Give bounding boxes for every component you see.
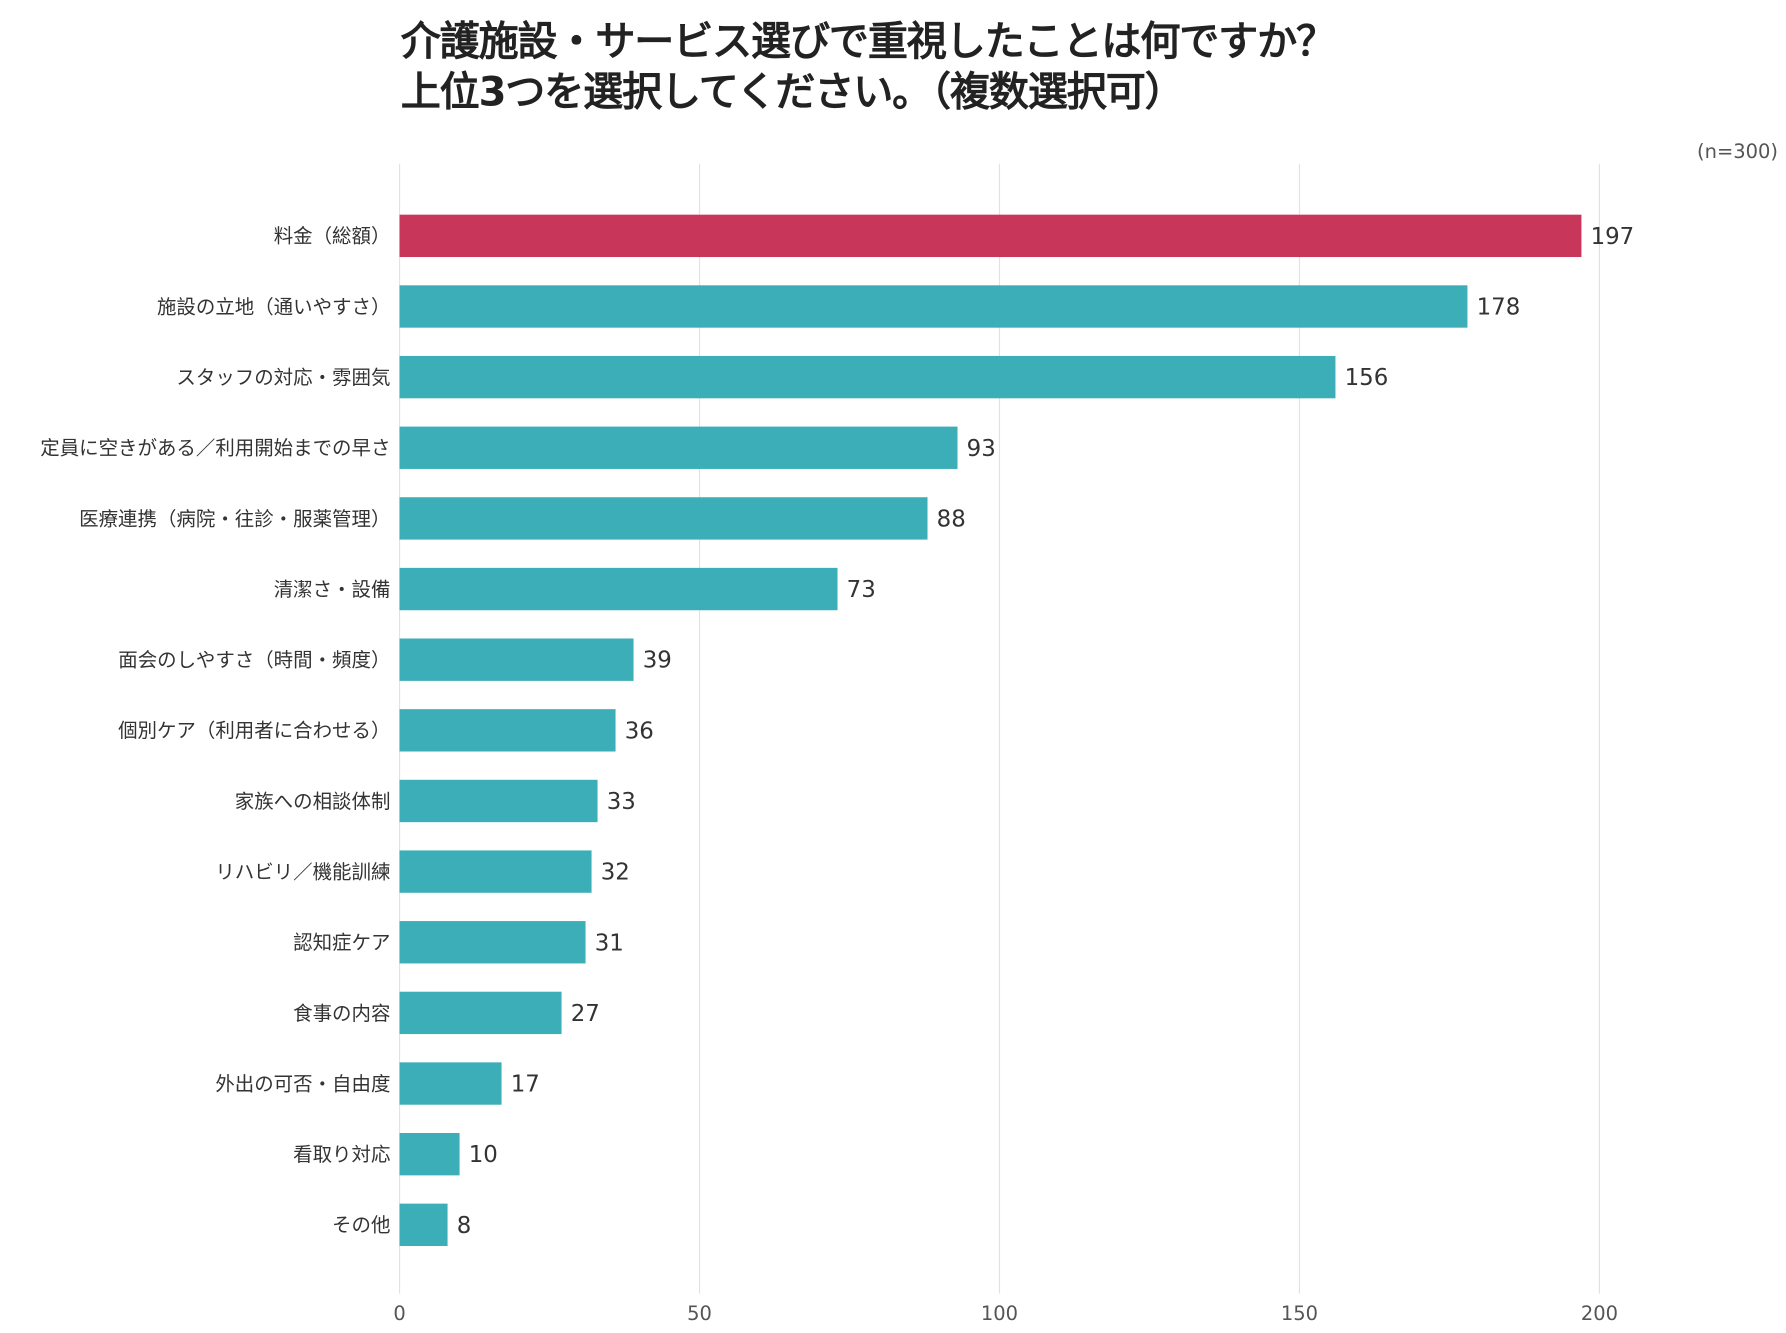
chart-title-line-1: 介護施設・サービス選びで重視したことは何ですか？ [400, 19, 1336, 66]
data-label: 156 [1345, 365, 1389, 391]
data-label: 178 [1477, 295, 1521, 321]
data-label: 93 [967, 436, 996, 462]
data-label: 31 [595, 930, 624, 956]
bar [399, 709, 616, 752]
category-label: 家族への相談体制 [235, 790, 391, 813]
data-label: 17 [511, 1072, 540, 1098]
category-label: 清潔さ・設備 [274, 578, 391, 601]
category-label: その他 [332, 1214, 390, 1237]
bar [399, 426, 958, 469]
data-label: 33 [607, 789, 636, 815]
x-tick-label: 0 [393, 1302, 405, 1325]
category-label: 看取り対応 [293, 1143, 390, 1166]
category-label: 医療連携（病院・往診・服薬管理） [79, 507, 390, 530]
bar [399, 1062, 502, 1105]
category-label: 定員に空きがある／利用開始までの早さ [40, 437, 390, 460]
category-label: 面会のしやすさ（時間・頻度） [118, 649, 390, 672]
bar [399, 638, 634, 681]
bar [399, 991, 562, 1035]
data-label: 32 [601, 860, 630, 886]
data-label: 27 [571, 1001, 600, 1027]
bar [399, 921, 586, 964]
bar [399, 497, 928, 540]
category-label: 料金（総額） [274, 225, 391, 248]
x-tick-label: 50 [687, 1302, 712, 1325]
data-label: 8 [457, 1213, 472, 1239]
category-label: 認知症ケア [293, 931, 390, 954]
bar [399, 850, 592, 893]
data-label: 88 [937, 506, 966, 532]
x-tick-label: 200 [1581, 1302, 1618, 1325]
bar [399, 1132, 460, 1176]
category-label: 個別ケア（利用者に合わせる） [118, 719, 390, 742]
data-label: 39 [643, 648, 672, 674]
bar [399, 285, 1468, 328]
bar [399, 355, 1336, 399]
data-label: 36 [625, 718, 654, 744]
data-label: 10 [469, 1142, 498, 1168]
bar [399, 1203, 448, 1246]
category-label: 施設の立地（通いやすさ） [157, 295, 390, 318]
category-label: 外出の可否・自由度 [215, 1072, 390, 1095]
category-label: スタッフの対応・雰囲気 [176, 366, 390, 389]
bar [399, 779, 598, 823]
bar [399, 214, 1582, 258]
x-tick-label: 100 [981, 1302, 1018, 1325]
data-label: 197 [1591, 224, 1635, 250]
category-label: リハビリ／機能訓練 [215, 860, 390, 883]
data-label: 73 [847, 577, 876, 603]
x-tick-label: 150 [1281, 1302, 1318, 1325]
chart-title-line-2: 上位3つを選択してください。（複数選択可） [400, 69, 1185, 116]
sample-size-note: (n=300) [1697, 140, 1779, 164]
bar [399, 567, 838, 611]
category-label: 食事の内容 [293, 1002, 390, 1025]
